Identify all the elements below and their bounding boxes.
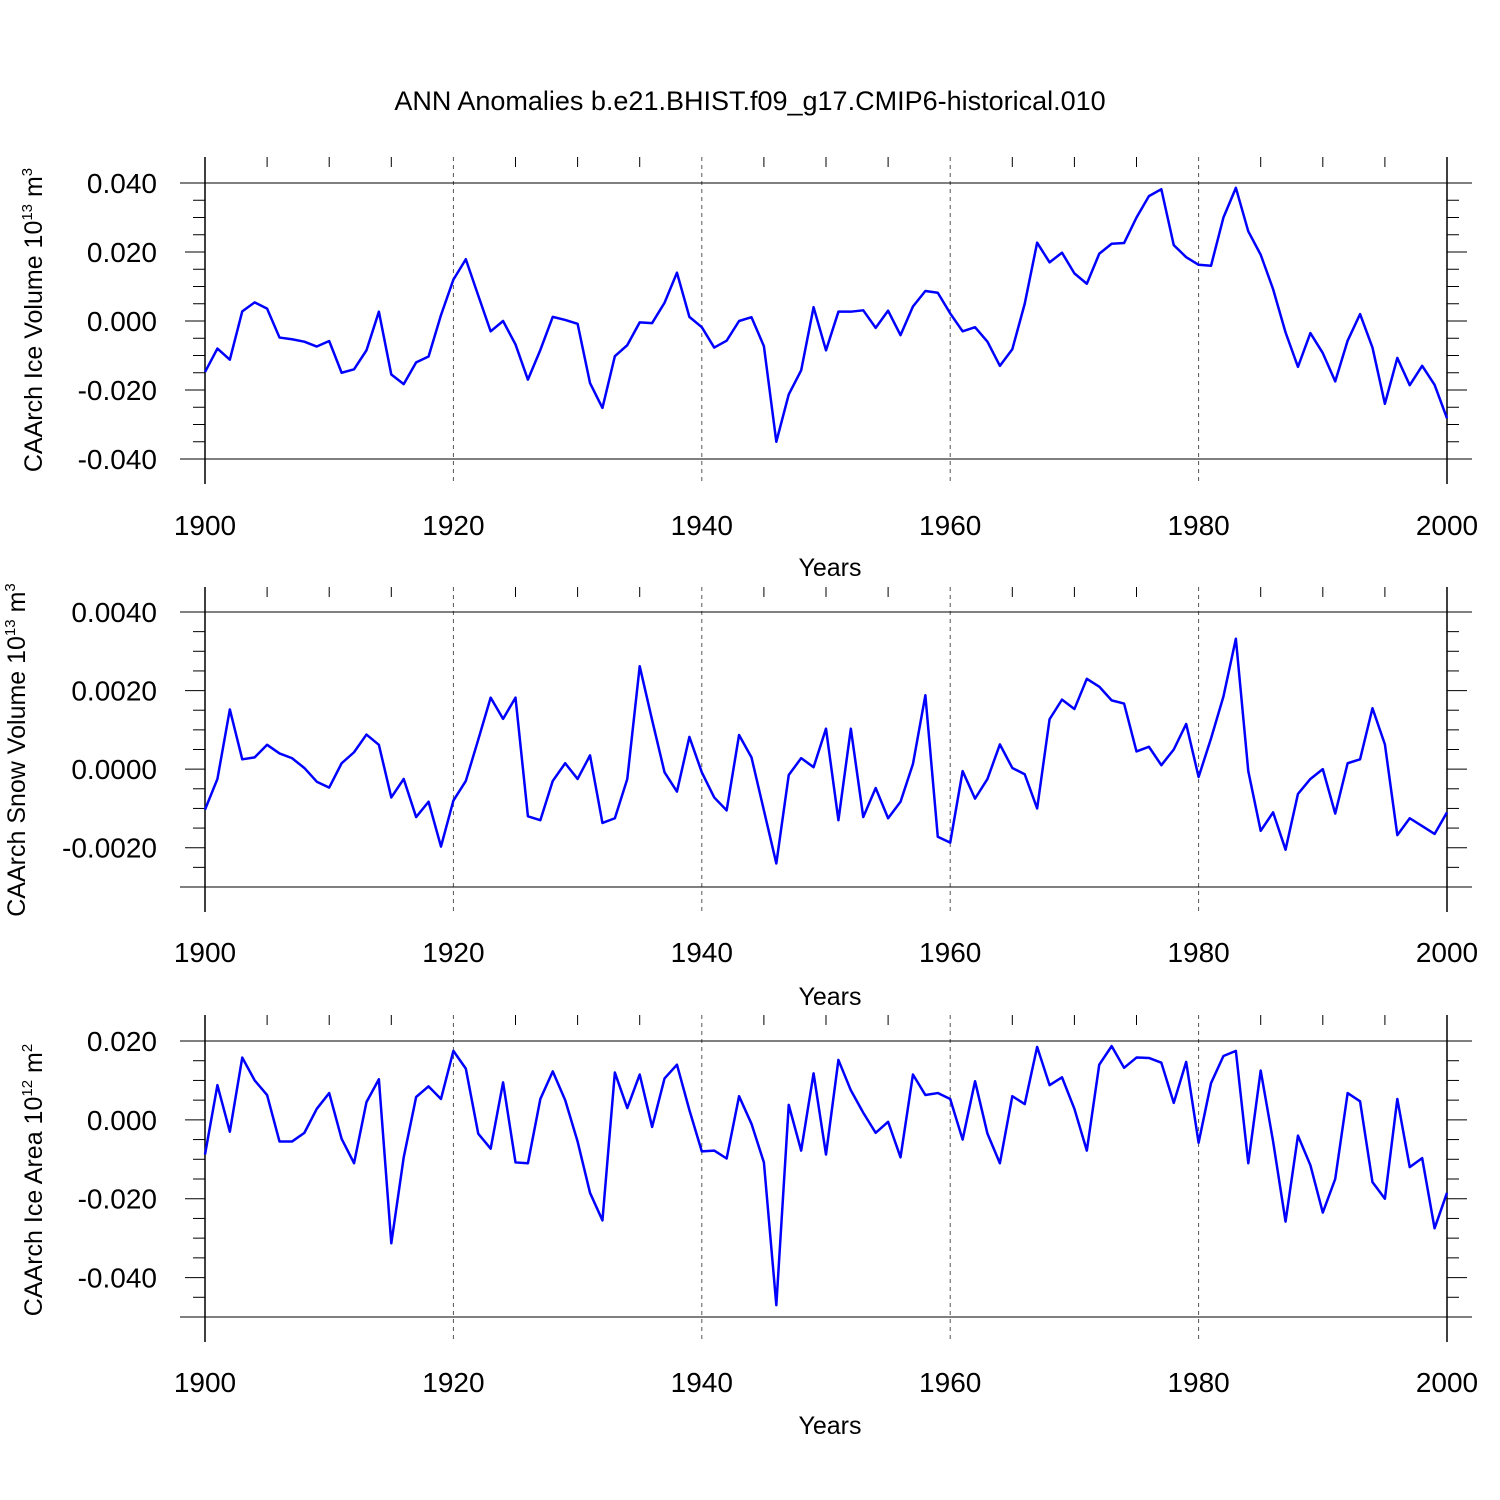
x-axis-label: Years bbox=[798, 983, 861, 1011]
y-tick-label: -0.020 bbox=[78, 375, 157, 406]
figure-title: ANN Anomalies b.e21.BHIST.f09_g17.CMIP6-… bbox=[394, 86, 1105, 116]
x-tick-label: 1940 bbox=[671, 937, 733, 968]
x-tick-label: 1980 bbox=[1167, 937, 1229, 968]
y-tick-label: 0.0000 bbox=[71, 754, 157, 785]
y-tick-label: -0.020 bbox=[78, 1184, 157, 1215]
x-tick-label: 1920 bbox=[422, 937, 484, 968]
series-line bbox=[203, 637, 1449, 865]
series-line bbox=[203, 186, 1449, 443]
x-tick-label: 1960 bbox=[919, 510, 981, 541]
x-tick-label: 1920 bbox=[422, 1367, 484, 1398]
y-tick-label: 0.000 bbox=[87, 1105, 157, 1136]
y-tick-label: -0.040 bbox=[78, 444, 157, 475]
panel-2: 0.0040 0.0020 0.0000 -0.0020 1900 1920 1940 196… bbox=[2, 583, 1478, 1011]
panel-3: 0.020 0.000 -0.020 -0.040 1900 1920 1940 1960 19… bbox=[19, 1015, 1478, 1440]
x-tick-label: 1920 bbox=[422, 510, 484, 541]
x-tick-label: 1940 bbox=[671, 1367, 733, 1398]
x-axis-label: Years bbox=[798, 1412, 861, 1440]
x-tick-label: 1980 bbox=[1167, 1367, 1229, 1398]
y-tick-label: -0.040 bbox=[78, 1263, 157, 1294]
panel-1: 0.040 0.020 0.000 -0.020 -0.040 1900 1920 1940 1… bbox=[19, 157, 1478, 582]
series-line bbox=[203, 1044, 1449, 1307]
y-tick-label: 0.000 bbox=[87, 306, 157, 337]
y-tick-label: 0.0040 bbox=[71, 597, 157, 628]
y-tick-label: 0.040 bbox=[87, 168, 157, 199]
x-tick-label: 1900 bbox=[174, 937, 236, 968]
y-tick-label: 0.020 bbox=[87, 1026, 157, 1057]
y-tick-label: -0.0020 bbox=[62, 833, 157, 864]
x-tick-label: 2000 bbox=[1416, 510, 1478, 541]
x-tick-label: 1900 bbox=[174, 1367, 236, 1398]
x-tick-label: 2000 bbox=[1416, 937, 1478, 968]
x-tick-label: 1900 bbox=[174, 510, 236, 541]
x-tick-label: 1960 bbox=[919, 1367, 981, 1398]
x-tick-label: 1940 bbox=[671, 510, 733, 541]
x-tick-label: 1960 bbox=[919, 937, 981, 968]
y-axis-label: CAArch Ice Area 1012 m2 bbox=[19, 1044, 48, 1316]
x-tick-label: 1980 bbox=[1167, 510, 1229, 541]
y-tick-label: 0.020 bbox=[87, 237, 157, 268]
y-axis-label: CAArch Ice Volume 1013 m3 bbox=[19, 168, 48, 472]
panels: 0.040 0.020 0.000 -0.020 -0.040 1900 1920 1940 1… bbox=[2, 157, 1478, 1440]
y-axis-label: CAArch Snow Volume 1013 m3 bbox=[2, 583, 31, 917]
x-axis-label: Years bbox=[798, 554, 861, 582]
y-tick-label: 0.0020 bbox=[71, 676, 157, 707]
x-tick-label: 2000 bbox=[1416, 1367, 1478, 1398]
